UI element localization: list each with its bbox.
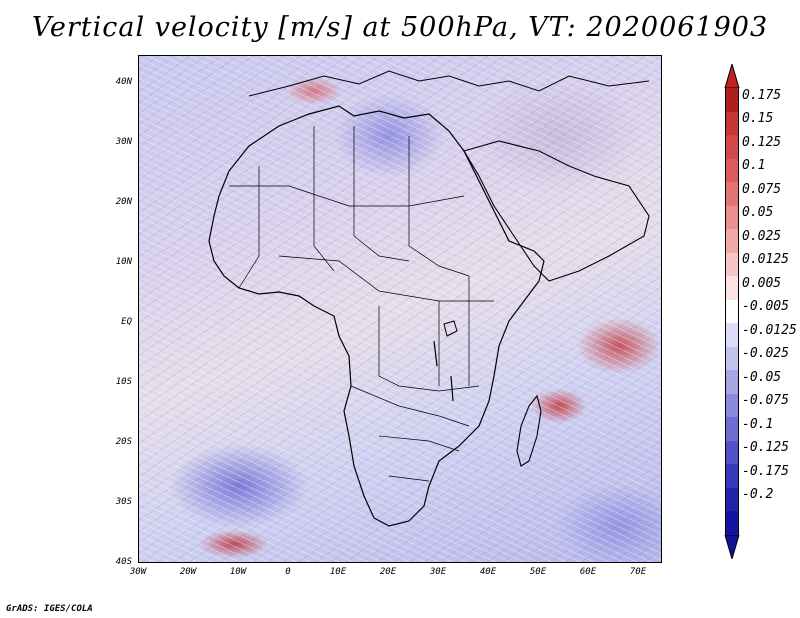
colorbar-top-arrow	[724, 64, 740, 88]
lat-label-40s: 40S	[115, 557, 132, 567]
colorbar-segment	[725, 111, 739, 135]
colorbar-segment	[725, 370, 739, 394]
lake-malawi	[450, 375, 454, 402]
lat-label-20s: 20S	[115, 437, 132, 447]
coastlines	[208, 70, 650, 527]
lat-label-30n: 30N	[115, 137, 132, 147]
colorbar-segment	[725, 417, 739, 441]
colorbar-segment	[725, 346, 739, 370]
lon-label-10w: 10W	[229, 567, 247, 577]
colorbar-segment	[725, 487, 739, 511]
colorbar-label: -0.075	[742, 393, 789, 408]
lon-label-60e: 60E	[579, 567, 597, 577]
lon-label-20w: 20W	[179, 567, 197, 577]
colorbar-segment	[725, 299, 739, 323]
colorbar-segment	[725, 229, 739, 253]
colorbar-bottom-arrow	[724, 534, 740, 559]
lon-label-70e: 70E	[629, 567, 647, 577]
lon-label-50e: 50E	[529, 567, 547, 577]
colorbar-label: -0.2	[742, 487, 774, 502]
colorbar-label: 0.075	[742, 181, 782, 197]
colorbar-segment	[725, 323, 739, 347]
colorbar-label: 0.025	[742, 228, 782, 244]
arabia-coastline	[463, 140, 650, 282]
colorbar-segment	[725, 464, 739, 488]
chart-title: Vertical velocity [m/s] at 500hPa, VT: 2…	[31, 12, 769, 43]
colorbar-label: 0.175	[742, 87, 782, 103]
colorbar-segment	[725, 252, 739, 276]
grads-credit: GrADS: IGES/COLA	[6, 604, 93, 614]
lake-tanganyika	[433, 340, 438, 367]
colorbar-label: 0.0125	[742, 252, 789, 267]
lake-victoria	[443, 320, 458, 337]
lat-label-eq: EQ	[121, 317, 132, 327]
africa-coastline	[208, 105, 545, 527]
lon-label-40e: 40E	[479, 567, 497, 577]
lat-label-30s: 30S	[115, 497, 132, 507]
lat-label-40n: 40N	[115, 77, 132, 87]
colorbar-segment	[725, 135, 739, 159]
colorbar-label: -0.025	[742, 346, 789, 361]
lon-label-30e: 30E	[429, 567, 447, 577]
lat-label-10s: 10S	[115, 377, 132, 387]
lon-label-30w: 30W	[129, 567, 147, 577]
colorbar-segment	[725, 440, 739, 464]
colorbar-segment	[725, 158, 739, 182]
colorbar-segment	[725, 393, 739, 417]
colorbar-label: -0.05	[742, 369, 782, 385]
colorbar-label: 0.005	[742, 275, 782, 291]
colorbar-segment	[725, 205, 739, 229]
country-borders	[229, 126, 494, 482]
colorbar-segment	[725, 511, 739, 535]
europe-coastline	[248, 70, 650, 97]
madagascar-coastline	[516, 394, 542, 467]
colorbar-label: -0.125	[742, 440, 789, 455]
colorbar-label: 0.125	[742, 134, 782, 150]
colorbar-label: -0.005	[742, 299, 789, 314]
lon-label-0: 0	[285, 567, 291, 577]
colorbar-label: 0.05	[742, 205, 774, 220]
map-plot-area	[138, 55, 662, 563]
colorbar-label: 0.15	[742, 111, 774, 126]
lon-label-10e: 10E	[329, 567, 347, 577]
colorbar-label: 0.1	[742, 158, 766, 173]
colorbar-segment	[725, 182, 739, 206]
lon-label-20e: 20E	[379, 567, 397, 577]
lat-label-20n: 20N	[115, 197, 132, 207]
colorbar-segment	[725, 276, 739, 300]
lat-label-10n: 10N	[115, 257, 132, 267]
colorbar-label: -0.175	[742, 463, 789, 479]
colorbar-segment	[725, 88, 739, 112]
colorbar-label: -0.1	[742, 416, 774, 432]
colorbar-label: -0.0125	[742, 322, 797, 338]
